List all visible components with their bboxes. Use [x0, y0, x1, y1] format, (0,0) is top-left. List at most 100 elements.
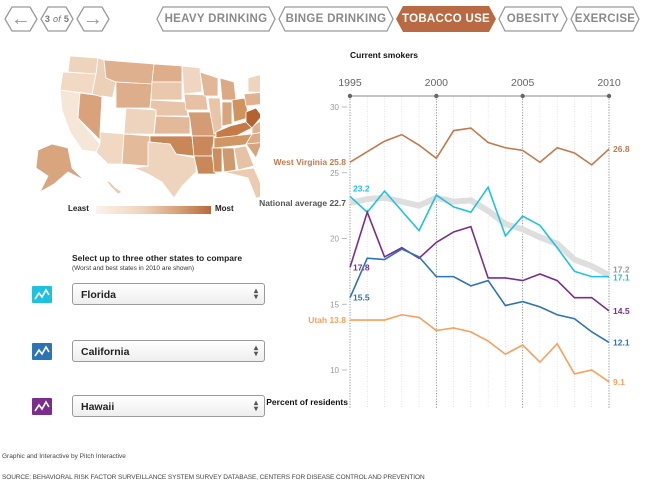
hexagon-outline — [4, 6, 38, 32]
state-wyoming — [115, 81, 153, 109]
y-tick-label: 30 — [330, 103, 339, 112]
state-south-dakota — [150, 81, 183, 101]
state-georgia — [233, 145, 255, 171]
page-indicator-text: 3 of 5 — [45, 14, 69, 24]
end-label-california: 12.1 — [613, 337, 630, 347]
x-tick-label: 1995 — [338, 77, 362, 89]
x-axis-marker — [520, 93, 525, 99]
state-mississippi — [211, 147, 223, 173]
tab-label: BINGE DRINKING — [285, 13, 387, 25]
compare-subtitle: (Worst and best states in 2010 are shown… — [72, 265, 194, 272]
tab-label: TOBACCO USE — [401, 13, 491, 25]
compare-title: Select up to three other states to compa… — [72, 253, 243, 263]
tab-obesity[interactable]: OBESITY — [498, 6, 568, 32]
select-arrows-icon: ▴ ▾ — [253, 398, 258, 413]
y-tick-label: 25 — [330, 169, 339, 178]
state-selector-row: California ▴ ▾ — [32, 340, 265, 362]
series-line-national-average — [349, 194, 611, 278]
state-select-florida[interactable]: Florida ▴ ▾ — [72, 283, 265, 305]
y-tick-label: 10 — [330, 366, 339, 375]
tab-binge-drinking[interactable]: BINGE DRINKING — [278, 6, 394, 32]
state-alaska — [35, 143, 85, 194]
start-label-national-average: National average 22.7 — [259, 198, 346, 208]
state-arizona — [95, 131, 125, 165]
select-value: Florida — [81, 289, 117, 301]
x-axis-marker — [606, 93, 612, 99]
hexagon-filled — [396, 6, 496, 32]
previous-button[interactable]: ← — [4, 6, 38, 32]
state-kansas — [153, 115, 191, 135]
series-line-hawaii — [349, 209, 610, 312]
select-arrows-icon: ▴ ▾ — [253, 286, 258, 301]
state-indiana — [221, 101, 233, 127]
state-new-mexico — [121, 133, 151, 167]
state-florida — [223, 167, 267, 199]
state-iowa — [183, 93, 209, 111]
series-line-west-virginia — [349, 127, 610, 166]
x-tick-label: 2005 — [511, 77, 535, 89]
us-map-svg — [35, 55, 287, 199]
state-montana — [103, 59, 155, 85]
tab-label: EXERCISE — [574, 13, 636, 25]
us-choropleth-map[interactable] — [30, 48, 287, 199]
state-washington — [67, 55, 99, 75]
select-value: Hawaii — [81, 401, 115, 413]
start-label-california: 15.5 — [353, 293, 370, 303]
state-new-york — [247, 71, 275, 93]
state-north-dakota — [151, 63, 183, 83]
start-label-utah: Utah 13.8 — [308, 315, 346, 325]
x-tick-label: 2000 — [425, 77, 449, 89]
hexagon-outline — [156, 6, 276, 32]
end-label-utah: 9.1 — [613, 377, 625, 387]
legend-most-label: Most — [215, 204, 234, 213]
y-tick-label: 15 — [330, 300, 339, 309]
top-navigation: ← 3 of 5 → HEAVY DRINKING BINGE DRINKING… — [0, 6, 645, 36]
legend-least-label: Least — [68, 204, 89, 213]
line-chart-icon — [32, 398, 52, 415]
state-wisconsin — [199, 71, 219, 97]
series-line-california — [349, 248, 610, 344]
page-current: 3 — [44, 14, 51, 24]
hexagon-outline — [76, 6, 110, 32]
state-hawaii — [104, 178, 123, 195]
tab-heavy-drinking[interactable]: HEAVY DRINKING — [156, 6, 276, 32]
page-indicator: 3 of 5 — [40, 6, 74, 32]
state-selector-row: Hawaii ▴ ▾ — [32, 395, 265, 417]
state-minnesota — [181, 65, 203, 95]
tab-exercise[interactable]: EXERCISE — [570, 6, 640, 32]
tab-tobacco-use[interactable]: TOBACCO USE — [396, 6, 496, 32]
legend-gradient-bar — [96, 206, 211, 214]
select-arrows-icon: ▴ ▾ — [253, 343, 258, 358]
x-axis-marker — [347, 93, 353, 99]
hexagon-outline — [278, 6, 394, 32]
hexagon-outline — [40, 6, 74, 32]
end-label-national-average: 17.2 — [613, 264, 630, 274]
chart-title: Current smokers — [350, 50, 418, 60]
x-axis-marker — [434, 93, 439, 99]
state-selector-row: Florida ▴ ▾ — [32, 283, 265, 305]
state-select-hawaii[interactable]: Hawaii ▴ ▾ — [72, 395, 265, 417]
series-line-florida — [349, 185, 609, 278]
credit-text: Graphic and Interactive by Pitch Interac… — [2, 453, 126, 460]
state-west-virginia — [245, 107, 263, 129]
map-legend: Least Most — [68, 204, 248, 216]
line-chart-icon — [32, 343, 52, 360]
state-nebraska — [149, 99, 189, 117]
select-value: California — [81, 346, 130, 358]
end-label-florida: 17.1 — [613, 273, 630, 283]
next-button[interactable]: → — [76, 6, 110, 32]
line-chart: Current smokers Percent of residents 199… — [259, 40, 645, 415]
x-tick-label: 2010 — [597, 77, 621, 89]
end-label-west-virginia: 26.8 — [613, 144, 630, 154]
page-of: of — [52, 14, 62, 24]
start-label-west-virginia: West Virginia 25.8 — [274, 157, 347, 167]
state-michigan — [219, 77, 237, 101]
source-text: SOURCE: BEHAVIORAL RISK FACTOR SURVEILLA… — [2, 474, 425, 481]
chart-svg: Current smokers Percent of residents 199… — [259, 50, 630, 408]
arrow-right-icon: → — [82, 8, 104, 30]
state-texas — [132, 141, 197, 199]
state-pennsylvania — [243, 91, 267, 107]
hexagon-outline — [570, 6, 640, 32]
state-select-california[interactable]: California ▴ ▾ — [72, 340, 265, 362]
tab-label: OBESITY — [506, 13, 560, 25]
